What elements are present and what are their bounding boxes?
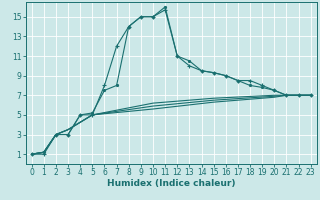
X-axis label: Humidex (Indice chaleur): Humidex (Indice chaleur) [107,179,236,188]
